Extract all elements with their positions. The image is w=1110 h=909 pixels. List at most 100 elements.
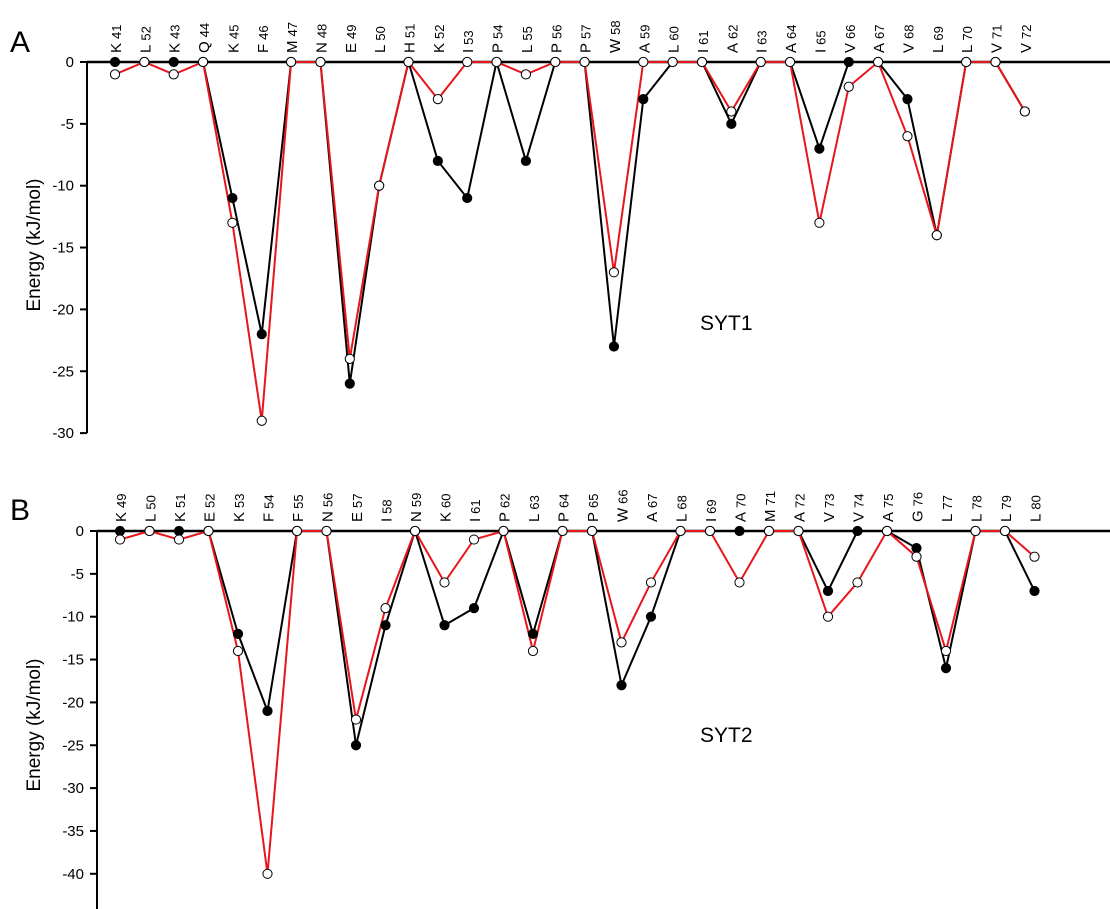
point-open [852, 577, 863, 588]
point-open [579, 56, 590, 68]
residue-label: A 59 [636, 25, 653, 53]
residue-letter: V [842, 43, 859, 53]
residue-letter: I [379, 518, 396, 522]
point-open [498, 525, 509, 537]
point-open [990, 56, 1001, 68]
point-open [726, 106, 737, 117]
residue-label: L 68 [674, 495, 691, 522]
point-filled [852, 525, 863, 537]
residue-number: 61 [696, 30, 711, 44]
residue-label: A 70 [733, 494, 750, 522]
residue-letter: L [1028, 514, 1045, 522]
y-tick-label: -10 [62, 609, 84, 626]
point-open [1019, 106, 1030, 117]
residue-letter: L [939, 514, 956, 522]
point-open [902, 131, 913, 142]
point-filled [350, 740, 362, 751]
point-open [961, 56, 972, 68]
residue-number: 57 [579, 25, 594, 39]
point-filled [608, 341, 620, 352]
residue-number: 57 [350, 494, 365, 508]
residue-label: L 50 [372, 26, 389, 53]
point-filled [638, 94, 649, 105]
residue-label: L 77 [939, 495, 956, 522]
residue-number: 52 [203, 494, 218, 508]
point-open [814, 217, 825, 228]
point-open [881, 525, 893, 537]
point-open [675, 525, 686, 537]
residue-label: K 43 [167, 25, 184, 53]
point-open [491, 56, 502, 68]
residue-number: 53 [461, 30, 476, 44]
point-filled [814, 143, 825, 154]
residue-letter: L [969, 514, 986, 522]
point-filled [109, 56, 121, 68]
residue-number: 51 [173, 494, 188, 508]
residue-label: L 60 [666, 26, 683, 53]
point-open [344, 353, 355, 364]
residue-number: 61 [468, 499, 483, 513]
residue-label: L 50 [143, 495, 160, 522]
residue-number: 68 [675, 495, 690, 509]
residue-letter: L [930, 45, 947, 53]
point-open [755, 56, 766, 68]
residue-number: 79 [999, 495, 1014, 509]
point-open [822, 611, 834, 622]
residue-label: E 49 [343, 25, 360, 53]
residue-letter: W [615, 507, 632, 522]
point-filled [1029, 585, 1040, 597]
point-filled [734, 525, 745, 537]
point-open [667, 56, 678, 68]
y-tick-label: 0 [76, 523, 84, 540]
residue-number: 59 [637, 25, 652, 39]
residue-number: 49 [344, 25, 359, 39]
residue-label: K 52 [431, 25, 448, 53]
residue-label: L 69 [930, 26, 947, 53]
residue-letter: F [290, 513, 307, 522]
y-tick-label: -10 [52, 178, 74, 195]
residue-number: 72 [793, 494, 808, 508]
residue-letter: W [607, 38, 624, 53]
point-filled [344, 378, 355, 389]
residue-letter: E [343, 43, 360, 53]
residue-label: V 68 [900, 25, 917, 53]
residue-label: W 66 [615, 489, 632, 522]
residue-letter: V [851, 512, 868, 522]
point-open [114, 534, 126, 545]
residue-letter: P [490, 43, 507, 53]
residue-label: I 63 [754, 30, 771, 53]
residue-number: 76 [911, 492, 926, 506]
residue-label: Q 44 [196, 23, 213, 53]
residue-number: 56 [321, 493, 336, 507]
point-filled [439, 620, 450, 631]
y-tick-label: -15 [62, 652, 84, 669]
residue-letter: V [900, 43, 917, 53]
point-open [439, 577, 450, 588]
residue-letter: P [578, 43, 595, 53]
point-filled [256, 329, 267, 340]
residue-label: G 76 [910, 492, 927, 522]
point-open [227, 217, 238, 228]
residue-label: L 52 [137, 26, 154, 53]
residue-number: 72 [1019, 25, 1034, 39]
residue-label: I 61 [695, 30, 712, 53]
residue-label: A 67 [644, 494, 661, 522]
residue-number: 58 [380, 499, 395, 513]
residue-number: 80 [1029, 495, 1044, 509]
annotation-label: SYT1 [700, 312, 753, 335]
point-open [197, 56, 209, 68]
point-filled [432, 155, 443, 167]
residue-number: 62 [725, 25, 740, 39]
residue-letter: F [261, 513, 278, 522]
residue-number: 75 [881, 494, 896, 508]
residue-letter: K [108, 43, 125, 53]
point-open [350, 714, 362, 725]
point-open [432, 94, 443, 105]
y-tick-label: -5 [61, 116, 74, 133]
point-filled [520, 155, 532, 167]
residue-letter: K [167, 43, 184, 53]
residue-number: 65 [586, 494, 601, 508]
series-filled-line [115, 58, 1026, 384]
panel-label: A [10, 26, 30, 59]
point-filled [911, 543, 922, 554]
